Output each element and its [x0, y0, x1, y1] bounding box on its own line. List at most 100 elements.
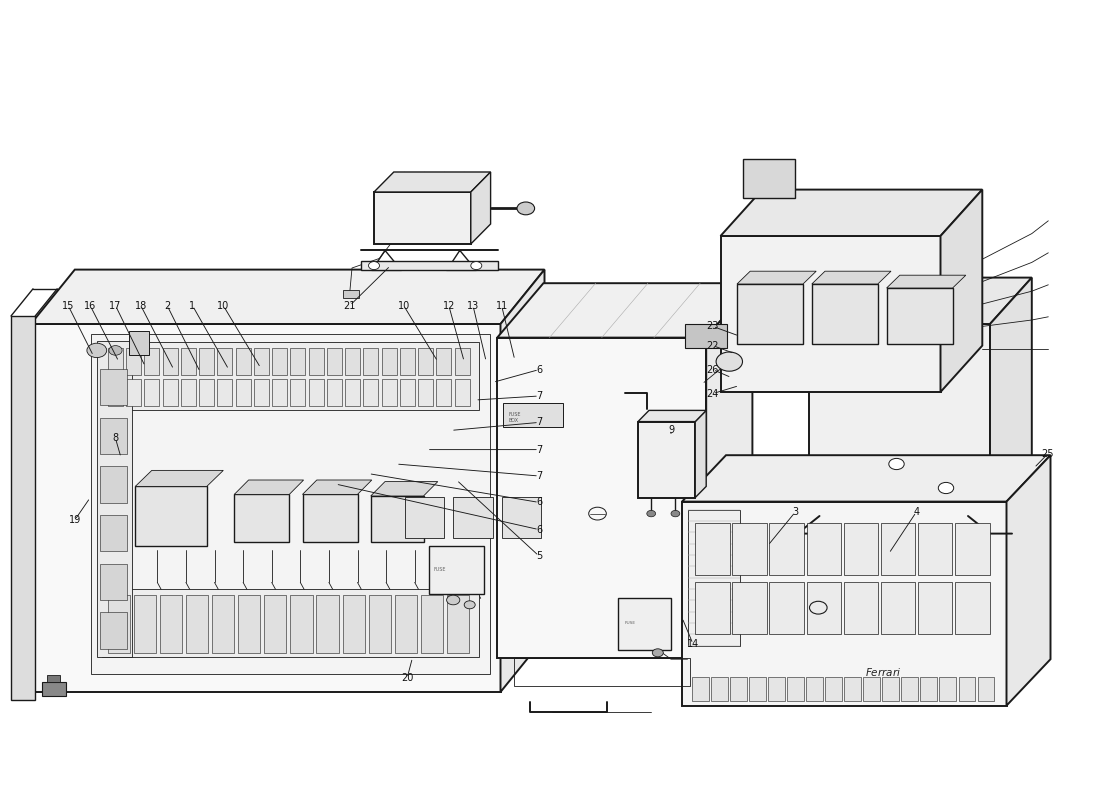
- Text: 19: 19: [68, 515, 81, 525]
- Text: 9: 9: [668, 426, 674, 435]
- Bar: [844, 582, 878, 634]
- Bar: [437, 379, 451, 406]
- Bar: [749, 677, 766, 701]
- Bar: [808, 324, 990, 516]
- Bar: [788, 677, 804, 701]
- Polygon shape: [500, 270, 544, 692]
- Text: 12: 12: [442, 301, 455, 310]
- Bar: [212, 595, 234, 653]
- Bar: [806, 523, 842, 575]
- Text: FUSE
BOX: FUSE BOX: [508, 412, 520, 423]
- Bar: [502, 497, 541, 538]
- Bar: [97, 341, 132, 657]
- Bar: [382, 348, 397, 375]
- Bar: [429, 546, 484, 594]
- Bar: [144, 348, 159, 375]
- Bar: [345, 348, 360, 375]
- Bar: [405, 497, 444, 538]
- Bar: [692, 677, 708, 701]
- Polygon shape: [808, 278, 1032, 324]
- Polygon shape: [497, 283, 752, 338]
- Bar: [264, 595, 286, 653]
- Bar: [180, 348, 196, 375]
- Bar: [272, 379, 287, 406]
- Circle shape: [471, 262, 482, 270]
- Bar: [400, 379, 415, 406]
- Bar: [343, 290, 359, 298]
- Bar: [254, 348, 268, 375]
- Bar: [363, 348, 378, 375]
- Bar: [163, 379, 177, 406]
- Bar: [108, 348, 123, 375]
- Bar: [135, 486, 207, 546]
- Text: 16: 16: [84, 301, 97, 310]
- Bar: [695, 523, 729, 575]
- Bar: [695, 582, 729, 634]
- Bar: [737, 284, 803, 344]
- Bar: [400, 348, 415, 375]
- Bar: [618, 598, 671, 650]
- Bar: [371, 496, 424, 542]
- Bar: [100, 369, 126, 406]
- Bar: [235, 379, 251, 406]
- Text: 6: 6: [536, 498, 542, 507]
- Text: eurospares: eurospares: [695, 310, 889, 338]
- Bar: [327, 348, 342, 375]
- Bar: [688, 510, 740, 646]
- Bar: [421, 595, 443, 653]
- Text: 20: 20: [400, 674, 414, 683]
- Bar: [100, 515, 126, 551]
- Text: 7: 7: [536, 418, 542, 427]
- Bar: [806, 677, 823, 701]
- Circle shape: [647, 510, 656, 517]
- Bar: [42, 682, 66, 696]
- Bar: [844, 523, 878, 575]
- Bar: [881, 523, 915, 575]
- Bar: [418, 348, 433, 375]
- Circle shape: [517, 202, 535, 215]
- Bar: [327, 379, 342, 406]
- Text: $\mathit{Ferrari}$: $\mathit{Ferrari}$: [865, 666, 901, 678]
- Bar: [418, 379, 433, 406]
- Bar: [742, 159, 795, 198]
- Bar: [882, 677, 899, 701]
- Bar: [454, 348, 470, 375]
- Bar: [254, 379, 268, 406]
- Bar: [733, 582, 767, 634]
- Bar: [199, 379, 214, 406]
- Text: 15: 15: [62, 301, 75, 310]
- Text: 26: 26: [706, 365, 719, 374]
- Bar: [685, 324, 727, 348]
- Text: FUSE: FUSE: [433, 567, 446, 572]
- Polygon shape: [302, 480, 372, 494]
- Bar: [235, 348, 251, 375]
- Bar: [812, 284, 878, 344]
- Circle shape: [889, 458, 904, 470]
- Bar: [108, 379, 123, 406]
- Bar: [395, 595, 417, 653]
- Bar: [497, 338, 706, 658]
- Bar: [845, 677, 861, 701]
- Bar: [102, 342, 478, 410]
- Bar: [290, 348, 306, 375]
- Bar: [31, 324, 500, 692]
- Bar: [958, 677, 976, 701]
- Bar: [887, 288, 953, 344]
- Bar: [239, 595, 261, 653]
- Bar: [453, 497, 493, 538]
- Bar: [180, 379, 196, 406]
- Bar: [939, 677, 956, 701]
- Polygon shape: [1006, 455, 1050, 706]
- Polygon shape: [471, 172, 491, 244]
- Bar: [134, 595, 156, 653]
- Polygon shape: [737, 271, 816, 284]
- Bar: [881, 582, 915, 634]
- Text: 7: 7: [536, 445, 542, 454]
- Text: 3: 3: [792, 507, 799, 517]
- Bar: [682, 502, 1006, 706]
- Text: 22: 22: [706, 341, 719, 350]
- Text: 5: 5: [536, 551, 542, 561]
- Text: 25: 25: [1041, 450, 1054, 459]
- Bar: [218, 348, 232, 375]
- Text: 2: 2: [164, 301, 170, 310]
